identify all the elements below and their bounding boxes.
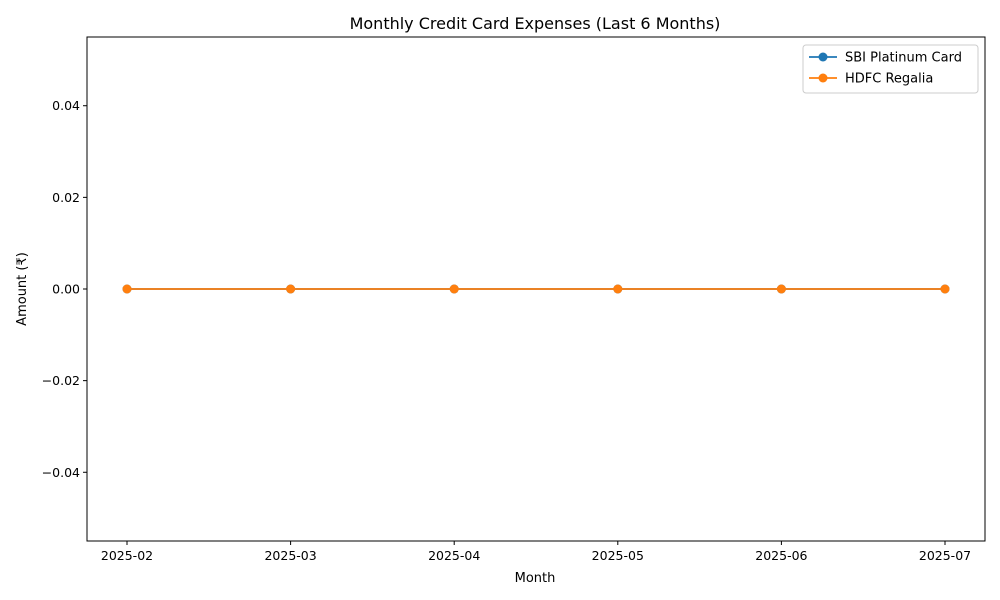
y-axis-label: Amount (₹) (15, 252, 30, 326)
x-tick-label: 2025-07 (919, 548, 971, 563)
series-point-1 (449, 284, 459, 294)
legend-box (802, 44, 979, 94)
chart-title: Monthly Credit Card Expenses (Last 6 Mon… (350, 14, 721, 33)
y-axis-ticks: −0.04 −0.02 0.00 0.02 0.04 (42, 98, 87, 480)
legend: SBI Platinum Card HDFC Regalia (802, 44, 979, 94)
y-tick-label: 0.04 (52, 98, 80, 113)
x-tick-label: 2025-06 (755, 548, 807, 563)
legend-label-1: HDFC Regalia (845, 72, 933, 87)
x-tick-label: 2025-05 (592, 548, 644, 563)
x-tick-label: 2025-02 (101, 548, 153, 563)
y-tick-label: 0.00 (52, 282, 80, 297)
x-axis-label: Month (515, 571, 556, 586)
x-tick-label: 2025-03 (264, 548, 316, 563)
series-point-1 (286, 284, 296, 294)
legend-label-0: SBI Platinum Card (845, 51, 962, 66)
x-axis-ticks: 2025-02 2025-03 2025-04 2025-05 2025-06 2025-… (101, 541, 971, 563)
series-layer (122, 284, 950, 294)
series-point-1 (122, 284, 132, 294)
plot-frame (86, 36, 986, 542)
y-tick-label: −0.02 (42, 373, 80, 388)
y-tick-label: −0.04 (42, 465, 80, 480)
x-tick-label: 2025-04 (428, 548, 480, 563)
series-point-1 (613, 284, 623, 294)
legend-marker-0 (818, 52, 828, 62)
series-point-1 (940, 284, 950, 294)
y-tick-label: 0.02 (52, 190, 80, 205)
series-point-1 (776, 284, 786, 294)
legend-marker-1 (818, 73, 828, 83)
